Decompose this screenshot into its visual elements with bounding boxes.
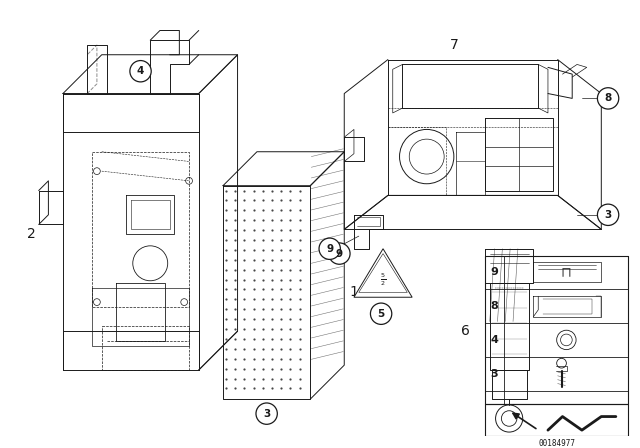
Text: 6: 6 — [461, 324, 470, 338]
Circle shape — [557, 358, 566, 368]
Text: 2: 2 — [27, 227, 35, 241]
Text: 8: 8 — [604, 93, 612, 103]
Text: $\frac{5}{2}$: $\frac{5}{2}$ — [380, 271, 386, 288]
Text: 9: 9 — [336, 249, 343, 258]
Text: 9: 9 — [326, 244, 333, 254]
Text: 3: 3 — [263, 409, 270, 418]
Circle shape — [319, 238, 340, 259]
Text: 8: 8 — [491, 301, 499, 311]
Circle shape — [495, 405, 523, 432]
Circle shape — [256, 403, 277, 424]
Text: 5: 5 — [378, 309, 385, 319]
Circle shape — [597, 88, 619, 109]
Text: 7: 7 — [449, 38, 458, 52]
Text: 3: 3 — [491, 369, 499, 379]
Text: 00184977: 00184977 — [538, 439, 575, 448]
Circle shape — [371, 303, 392, 324]
Text: 4: 4 — [491, 335, 499, 345]
Text: 9: 9 — [491, 267, 499, 277]
Circle shape — [329, 243, 350, 264]
Circle shape — [557, 330, 576, 349]
Circle shape — [597, 204, 619, 225]
Text: 4: 4 — [137, 66, 144, 76]
Polygon shape — [354, 249, 412, 297]
Circle shape — [130, 60, 151, 82]
Text: 3: 3 — [604, 210, 612, 220]
Text: ⊓: ⊓ — [561, 265, 572, 279]
Text: 1: 1 — [349, 285, 358, 299]
